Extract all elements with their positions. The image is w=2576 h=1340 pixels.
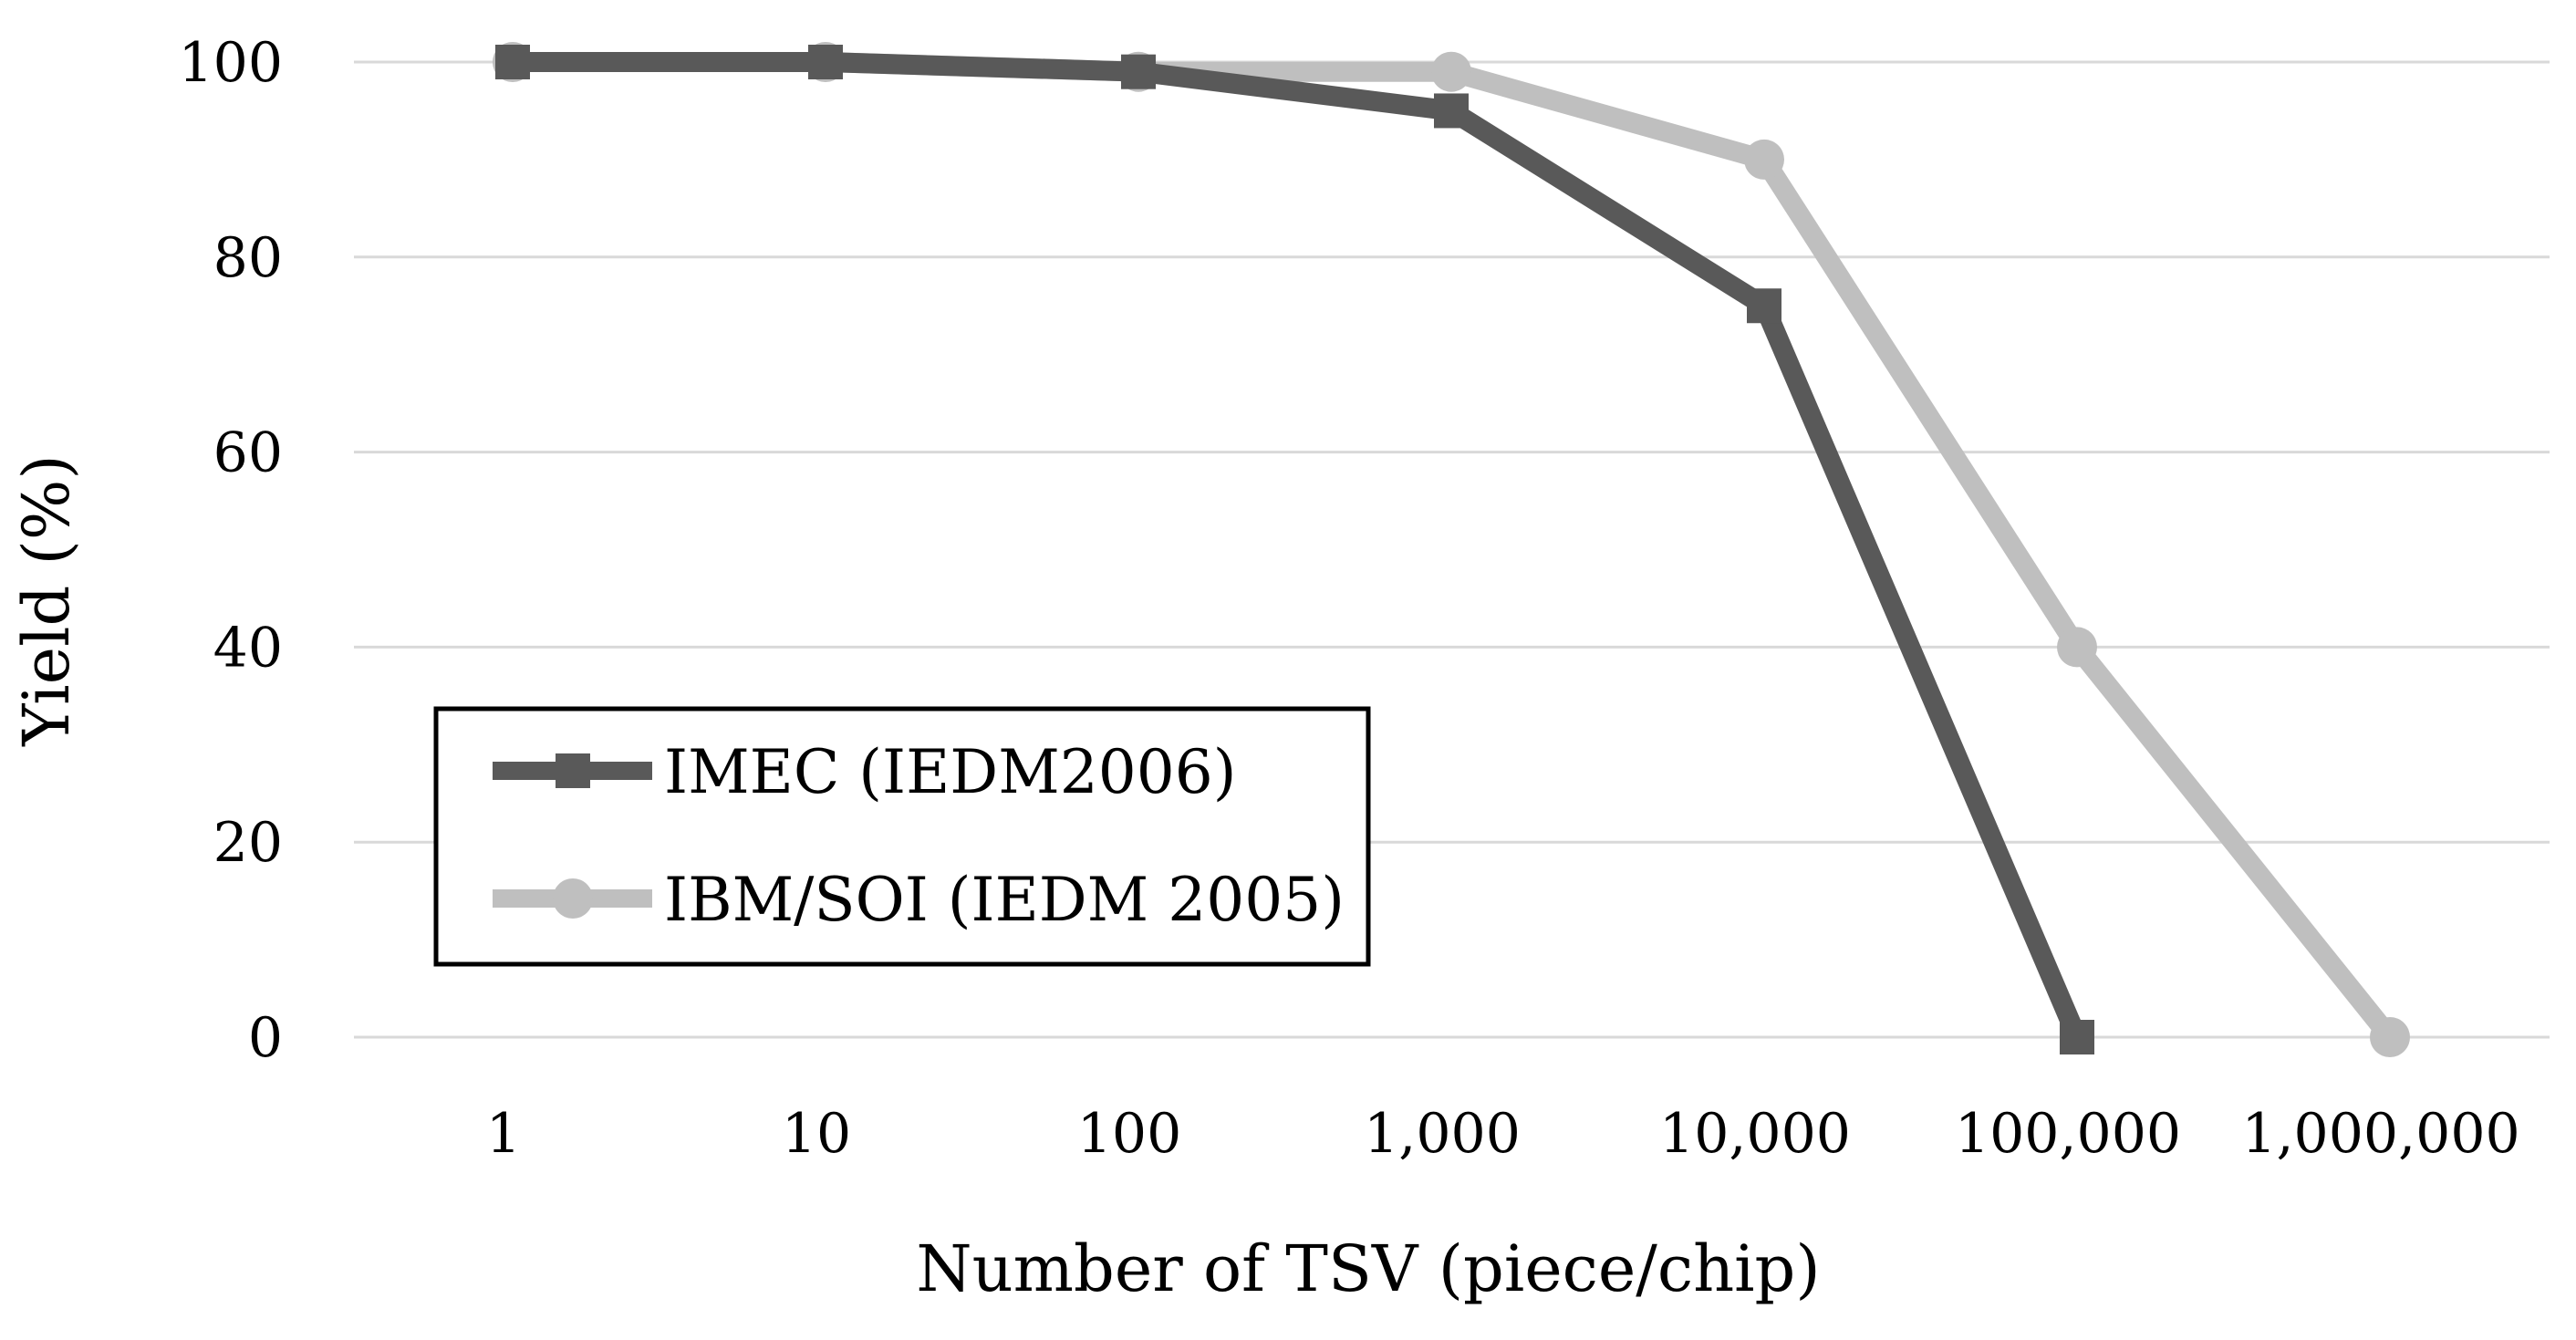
y-tick-label: 20 [213, 811, 283, 875]
y-axis-title: Yield (%) [9, 454, 84, 746]
data-point [1431, 51, 1471, 92]
x-tick-label: 1 [486, 1102, 521, 1166]
series-imec [495, 45, 2094, 1054]
legend-entry: IBM/SOI (IEDM 2005) [493, 865, 1345, 935]
x-axis-ticks: 1 10 100 1,000 10,000 100,000 1,000,000 [486, 1102, 2520, 1166]
y-tick-label: 0 [248, 1006, 283, 1070]
data-point [2060, 1020, 2094, 1054]
x-tick-label: 100,000 [1955, 1102, 2181, 1166]
legend-entry: IMEC (IEDM2006) [493, 737, 1237, 807]
y-tick-label: 80 [213, 226, 283, 290]
x-axis-title: Number of TSV (piece/chip) [916, 1231, 1820, 1306]
data-point [1121, 54, 1156, 89]
data-point [1744, 139, 1784, 180]
data-point [1747, 288, 1781, 324]
legend: IMEC (IEDM2006) IBM/SOI (IEDM 2005) [433, 706, 1371, 967]
y-axis-ticks: 0 20 40 60 80 100 [178, 31, 283, 1070]
y-tick-label: 40 [213, 616, 283, 680]
data-point [808, 45, 843, 79]
data-point [2370, 1017, 2410, 1057]
y-tick-label: 60 [213, 421, 283, 485]
data-point [1434, 93, 1469, 129]
x-tick-label: 1,000 [1364, 1102, 1521, 1166]
y-tick-label: 100 [178, 31, 283, 95]
x-tick-label: 10,000 [1659, 1102, 1851, 1166]
legend-label: IBM/SOI (IEDM 2005) [664, 865, 1345, 935]
legend-marker [556, 753, 590, 788]
data-point [2057, 627, 2097, 668]
series-line [513, 52, 2087, 1042]
data-point [495, 45, 530, 79]
series-layer [493, 42, 2410, 1057]
legend-box [433, 706, 1371, 967]
legend-marker [553, 878, 593, 919]
x-tick-label: 100 [1077, 1102, 1182, 1166]
legend-label: IMEC (IEDM2006) [664, 737, 1237, 807]
x-tick-label: 10 [782, 1102, 851, 1166]
x-tick-label: 1,000,000 [2241, 1102, 2519, 1166]
